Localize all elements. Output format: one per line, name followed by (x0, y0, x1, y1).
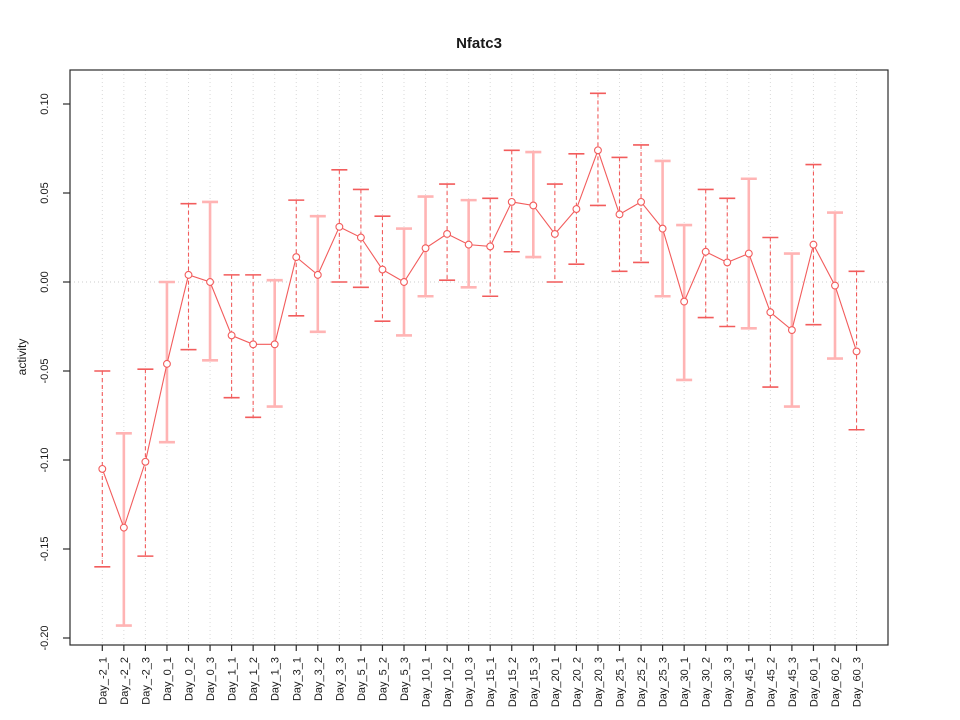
x-tick-label: Day_30_1 (679, 657, 691, 707)
x-tick-label: Day_30_2 (701, 657, 713, 707)
data-point-marker (658, 224, 667, 233)
error-bar (223, 274, 240, 399)
x-tick-label: Day_-2_3 (140, 657, 152, 705)
x-tick-label: Day_3_3 (334, 657, 346, 701)
x-tick-label: Day_45_1 (744, 657, 756, 707)
data-point-marker (249, 340, 258, 349)
x-tick-label: Day_10_3 (464, 657, 476, 707)
data-point-marker (206, 278, 215, 286)
data-point-marker (163, 359, 171, 368)
data-point-marker (184, 270, 193, 279)
y-tick-label: -0.05 (39, 358, 51, 383)
data-point-marker (335, 222, 344, 231)
x-tick-label: Day_25_2 (636, 657, 648, 707)
data-point-marker (378, 265, 387, 274)
x-tick-label: Day_20_2 (571, 657, 583, 707)
series-polyline (101, 148, 858, 530)
y-tick-label: 0.10 (39, 93, 51, 114)
data-point-marker (443, 229, 452, 238)
data-point-marker (852, 347, 861, 356)
x-tick-label: Day_15_3 (528, 657, 540, 707)
y-tick-label: -0.15 (39, 536, 51, 561)
y-tick-label: 0.00 (39, 271, 51, 292)
x-tick-label: Day_0_1 (162, 657, 174, 701)
x-tick-label: Day_15_1 (485, 657, 497, 707)
error-bar (762, 236, 779, 388)
x-tick-label: Day_0_2 (184, 657, 196, 701)
data-point-marker (550, 229, 559, 238)
data-point-marker (486, 242, 495, 251)
data-point-marker (701, 247, 710, 256)
data-points (98, 146, 861, 532)
x-tick-label: Day_1_2 (248, 657, 260, 701)
y-tick-label: -0.10 (39, 447, 51, 472)
x-tick-label: Day_20_3 (593, 657, 605, 707)
x-tick-label: Day_3_2 (313, 657, 325, 701)
data-point-marker (809, 240, 818, 249)
data-point-marker (572, 205, 581, 213)
data-point-marker (831, 281, 839, 290)
data-point-marker (637, 197, 645, 206)
plot-border (69, 69, 889, 646)
data-point-marker (680, 297, 689, 306)
gridlines (70, 70, 888, 645)
data-point-marker (356, 233, 365, 242)
y-axis: 0.10 0.05 0.00 -0.05 -0.10 -0.15 -0.20 (39, 93, 70, 651)
error-bar (546, 183, 563, 283)
y-tick-label: -0.20 (39, 625, 51, 650)
y-axis-label: activity (15, 339, 29, 376)
y-tick-label: 0.05 (39, 182, 51, 203)
error-bar (439, 183, 456, 282)
data-point-marker (593, 146, 602, 155)
data-point-marker (787, 326, 796, 335)
x-tick-label: Day_10_2 (442, 657, 454, 707)
data-point-marker (421, 244, 430, 253)
x-tick-label: Day_60_1 (808, 657, 820, 707)
x-tick-label: Day_5_2 (377, 657, 389, 701)
data-point-marker (270, 340, 279, 349)
x-tick-label: Day_45_2 (765, 657, 777, 707)
data-point-marker (507, 197, 516, 206)
x-tick-label: Day_15_2 (507, 657, 519, 707)
x-axis: Day_-2_1 Day_-2_2 Day_-2_3 Day_0_1 Day_0_2 Da… (97, 645, 864, 707)
data-point-marker (227, 331, 236, 340)
x-tick-label: Day_0_3 (205, 657, 217, 701)
data-point-marker (141, 457, 150, 466)
x-tick-label: Day_10_1 (421, 657, 433, 707)
x-tick-label: Day_-2_2 (119, 657, 131, 705)
x-tick-label: Day_5_1 (356, 657, 368, 701)
x-tick-label: Day_25_1 (615, 657, 627, 707)
x-tick-label: Day_25_3 (658, 657, 670, 707)
x-tick-label: Day_45_3 (787, 657, 799, 707)
x-tick-label: Day_3_1 (291, 657, 303, 701)
data-point-marker (292, 253, 301, 262)
error-bars (94, 92, 865, 627)
x-tick-label: Day_30_3 (722, 657, 734, 707)
data-point-marker (615, 210, 624, 219)
data-point-marker (464, 240, 473, 249)
error-bar (482, 197, 499, 298)
error-bar (568, 153, 585, 266)
chart-title: Nfatc3 (456, 35, 502, 52)
x-tick-label: Day_1_1 (227, 657, 239, 701)
data-point-marker (98, 464, 107, 473)
error-bar (352, 188, 369, 289)
x-tick-label: Day_-2_1 (97, 657, 109, 705)
data-point-marker (529, 201, 538, 210)
data-point-marker (766, 308, 775, 317)
data-point-marker (119, 523, 128, 532)
x-tick-label: Day_20_1 (550, 657, 562, 707)
series-line (101, 148, 858, 530)
error-bar (94, 370, 111, 568)
x-tick-label: Day_1_3 (270, 657, 282, 701)
data-point-marker (744, 249, 753, 258)
x-tick-label: Day_5_3 (399, 657, 411, 701)
x-tick-label: Day_60_2 (830, 657, 842, 707)
data-point-marker (313, 270, 322, 279)
data-point-marker (400, 278, 408, 286)
x-tick-label: Day_60_3 (852, 657, 864, 707)
data-point-marker (723, 258, 732, 267)
